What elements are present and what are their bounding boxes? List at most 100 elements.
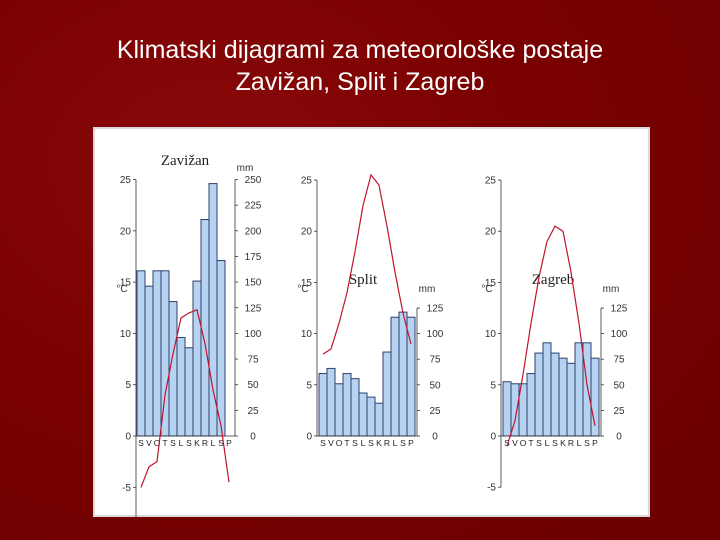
- zagreb-month-label: S: [536, 438, 542, 448]
- split-month-label: R: [384, 438, 390, 448]
- zavizan-temp-tick-label: 5: [125, 380, 131, 391]
- split-precip-tick-label: 0: [432, 432, 438, 443]
- zagreb-precip-tick-label: 50: [613, 380, 625, 391]
- split-month-label: S: [352, 438, 358, 448]
- zagreb-month-label: K: [560, 438, 566, 448]
- split-month-label: S: [400, 438, 406, 448]
- zavizan-chart-title: Zavižan: [161, 153, 210, 169]
- zagreb-temp-tick-label: 10: [485, 329, 497, 340]
- split-month-label: L: [393, 438, 398, 448]
- split-month-label: V: [328, 438, 334, 448]
- split-temp-tick-label: 0: [306, 432, 312, 443]
- zagreb-precip-bar: [550, 352, 560, 437]
- zavizan-month-label: P: [226, 438, 232, 448]
- split-month-label: L: [361, 438, 366, 448]
- split-temp-tick-label: 25: [301, 176, 313, 187]
- zagreb-month-label: O: [520, 438, 527, 448]
- split-month-label: S: [368, 438, 374, 448]
- split-temperature-line: [322, 173, 412, 355]
- split-temp-tick-label: 15: [301, 278, 313, 289]
- split-precip-tick-label: 25: [429, 406, 441, 417]
- zagreb-temp-tick-label: -5: [487, 483, 496, 494]
- zavizan-precip-unit: mm: [237, 163, 254, 174]
- zavizan-precip-tick-label: 100: [245, 329, 262, 340]
- zagreb-month-label: S: [504, 438, 510, 448]
- zavizan-precip-bar: [208, 183, 218, 437]
- zavizan-precip-bar: [176, 337, 186, 437]
- climate-diagrams-panel: Zavižan-10-50510152025°C0255075100125150…: [93, 127, 650, 517]
- zavizan-precip-bar: [160, 270, 170, 437]
- zavizan-precip-tick-label: 125: [245, 303, 262, 314]
- zagreb-precip-unit: mm: [603, 284, 620, 295]
- zagreb-temperature-line: [506, 225, 596, 447]
- zavizan-month-label: L: [179, 438, 184, 448]
- zavizan-month-label: L: [211, 438, 216, 448]
- zagreb-temp-unit: °C: [481, 284, 492, 295]
- zavizan-temp-unit: °C: [116, 284, 127, 295]
- zagreb-precip-bar: [502, 381, 512, 437]
- zagreb-precip-bar: [542, 342, 552, 437]
- split-precip-bar: [374, 402, 384, 437]
- zagreb-temp-tick-label: 15: [485, 278, 497, 289]
- split-precip-bar: [334, 383, 344, 437]
- zagreb-month-label: S: [552, 438, 558, 448]
- zavizan-month-label: S: [170, 438, 176, 448]
- zagreb-precip-tick-label: 75: [613, 355, 625, 366]
- zavizan-precip-tick-label: 150: [245, 278, 262, 289]
- zavizan-precip-bar: [144, 285, 154, 437]
- split-temp-tick-label: 20: [301, 227, 313, 238]
- zavizan-precip-tick-label: 25: [247, 406, 259, 417]
- zagreb-month-label: L: [545, 438, 550, 448]
- zavizan-precip-bar: [184, 347, 194, 437]
- split-precip-unit: mm: [419, 284, 436, 295]
- split-precip-bar: [318, 373, 328, 437]
- zagreb-month-label: S: [584, 438, 590, 448]
- zavizan-month-label: V: [146, 438, 152, 448]
- zavizan-month-label: S: [138, 438, 144, 448]
- zavizan-precip-bar: [152, 270, 162, 437]
- split-month-label: K: [376, 438, 382, 448]
- zagreb-precip-tick-label: 100: [611, 329, 628, 340]
- zavizan-temp-tick-label: -5: [122, 483, 131, 494]
- split-precip-tick-label: 100: [427, 329, 444, 340]
- zagreb-precip-tick-label: 0: [616, 432, 622, 443]
- zavizan-precip-tick-label: 0: [250, 432, 256, 443]
- zavizan-precip-bar: [192, 280, 202, 437]
- zagreb-precip-bar: [582, 342, 592, 437]
- zavizan-precip-tick-label: 75: [247, 355, 259, 366]
- split-temp-tick-label: 5: [306, 380, 312, 391]
- slide-title: Klimatski dijagrami za meteorološke post…: [0, 34, 720, 98]
- split-month-label: O: [336, 438, 343, 448]
- zavizan-precip-bar: [216, 260, 226, 437]
- split-temp-tick-label: 10: [301, 329, 313, 340]
- zagreb-chart-title: Zagreb: [532, 272, 574, 288]
- zavizan-month-label: T: [162, 438, 167, 448]
- zavizan-precip-tick-label: 200: [245, 226, 262, 237]
- split-precip-tick-label: 50: [429, 380, 441, 391]
- zagreb-month-label: L: [577, 438, 582, 448]
- zavizan-month-label: S: [186, 438, 192, 448]
- zagreb-precip-bar: [558, 357, 568, 437]
- zagreb-temp-tick-label: 5: [490, 380, 496, 391]
- zavizan-precip-bar: [200, 219, 210, 437]
- zavizan-month-label: O: [154, 438, 161, 448]
- split-precip-bar: [382, 351, 392, 437]
- zavizan-temp-tick-label: 0: [125, 432, 131, 443]
- slide-title-line-1: Klimatski dijagrami za meteorološke post…: [116, 36, 604, 64]
- split-month-label: P: [408, 438, 414, 448]
- zagreb-month-label: P: [592, 438, 598, 448]
- zagreb-precip-tick-label: 125: [611, 304, 628, 315]
- split-precip-tick-label: 75: [429, 355, 441, 366]
- split-chart-title: Split: [349, 272, 378, 288]
- zagreb-month-label: T: [528, 438, 533, 448]
- zavizan-temp-tick-label: 10: [120, 329, 132, 340]
- zagreb-month-label: R: [568, 438, 574, 448]
- zavizan-temp-tick-label: 15: [120, 278, 132, 289]
- split-month-label: T: [344, 438, 349, 448]
- zagreb-month-label: V: [512, 438, 518, 448]
- zagreb-temp-tick-label: 20: [485, 227, 497, 238]
- zagreb-precip-bar: [574, 342, 584, 437]
- split-precip-bar: [326, 367, 336, 437]
- split-month-label: S: [320, 438, 326, 448]
- zavizan-month-label: K: [194, 438, 200, 448]
